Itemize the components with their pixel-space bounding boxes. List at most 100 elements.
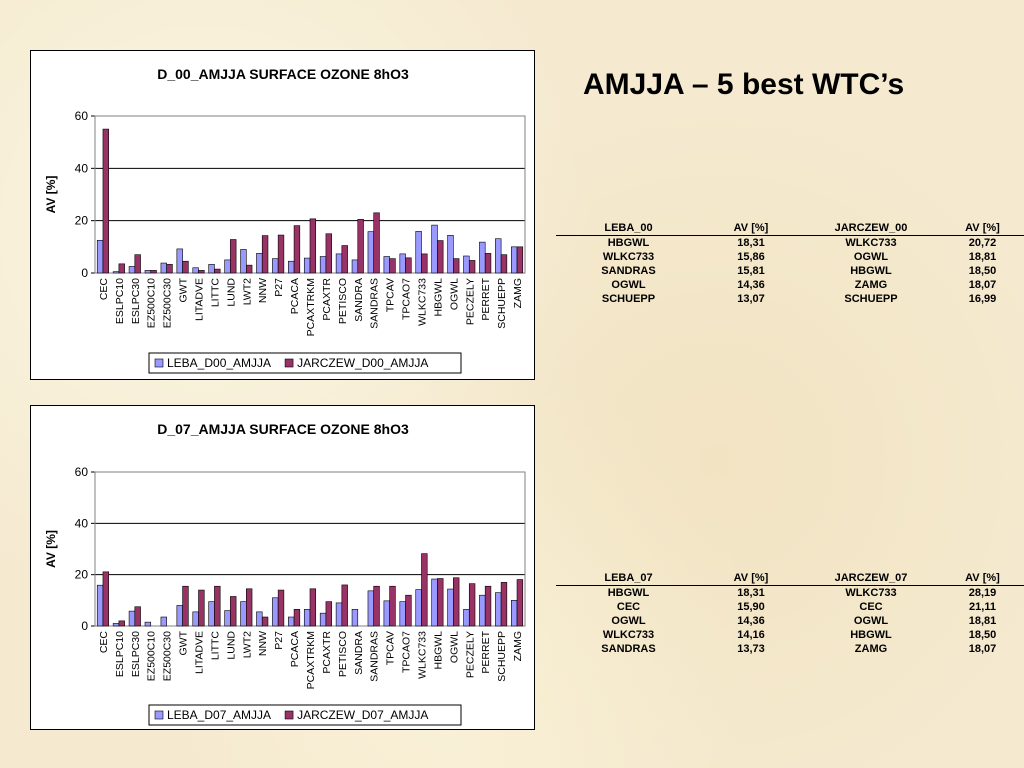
bar bbox=[431, 578, 438, 627]
y-tick-label: 40 bbox=[75, 161, 89, 175]
bar bbox=[245, 588, 253, 627]
bar bbox=[468, 260, 476, 274]
x-tick-label: P27 bbox=[273, 631, 285, 650]
bar bbox=[256, 253, 263, 274]
x-tick-label: LITTC bbox=[209, 631, 221, 661]
x-tick-label: ESLPC10 bbox=[114, 278, 126, 324]
bar bbox=[437, 578, 444, 627]
x-tick-label: HBGWL bbox=[432, 631, 444, 670]
bar bbox=[335, 253, 343, 274]
bar bbox=[341, 584, 348, 627]
table-cell: 28,19 bbox=[968, 587, 997, 599]
bar bbox=[479, 594, 486, 627]
bar bbox=[383, 256, 390, 274]
table-cell: HBGWL bbox=[850, 265, 892, 277]
legend-swatch bbox=[284, 358, 294, 368]
table-cell: 14,36 bbox=[737, 279, 765, 291]
table-row: SANDRAS 13,73 ZAMG 18,07 bbox=[556, 642, 1024, 656]
table-row: HBGWL 18,31 WLKC733 20,72 bbox=[556, 236, 1024, 251]
x-tick-label: TPCAV bbox=[385, 278, 397, 312]
x-tick-label: PCACA bbox=[289, 278, 301, 314]
bar bbox=[399, 253, 406, 274]
chart-title: D_00_AMJJA SURFACE OZONE 8hO3 bbox=[157, 66, 409, 82]
table-cell: OGWL bbox=[853, 615, 889, 627]
legend-swatch bbox=[284, 710, 294, 720]
bar bbox=[293, 609, 301, 627]
bar bbox=[198, 270, 205, 274]
table-cell: SANDRAS bbox=[601, 643, 656, 655]
bar bbox=[421, 553, 428, 627]
table-cell: HBGWL bbox=[850, 629, 892, 641]
y-tick-label: 20 bbox=[75, 568, 89, 582]
bar bbox=[277, 589, 285, 627]
bar bbox=[256, 611, 263, 627]
legend-label: JARCZEW_D00_AMJJA bbox=[297, 356, 428, 370]
x-tick-label: ZAMG bbox=[512, 631, 524, 661]
x-tick-label: SANDRA bbox=[353, 278, 365, 322]
bar bbox=[192, 611, 199, 627]
column-header: AV [%] bbox=[701, 222, 801, 236]
bar bbox=[96, 239, 104, 274]
table-header-row: LEBA_07 AV [%] JARCZEW_07 AV [%] bbox=[556, 572, 1024, 586]
bar bbox=[303, 257, 311, 274]
table-cell: CEC bbox=[859, 601, 883, 613]
bar bbox=[373, 212, 380, 274]
bar bbox=[351, 609, 359, 627]
bar bbox=[134, 606, 141, 627]
bar bbox=[447, 235, 454, 274]
y-axis-label: AV [%] bbox=[44, 530, 58, 568]
bar bbox=[479, 241, 486, 274]
x-tick-label: LUND bbox=[225, 278, 237, 307]
bar bbox=[495, 238, 502, 274]
bar bbox=[144, 270, 152, 274]
x-tick-label: HBGWL bbox=[432, 278, 444, 317]
bar bbox=[208, 264, 215, 274]
bar bbox=[516, 246, 524, 274]
table-cell: 18,50 bbox=[968, 629, 997, 641]
bar bbox=[309, 588, 317, 627]
chart-d00-amjja: D_00_AMJJA SURFACE OZONE 8hO3 0 20 40 60 AV [… bbox=[30, 50, 535, 380]
bar bbox=[431, 224, 438, 274]
bar bbox=[415, 231, 422, 274]
table-cell: ZAMG bbox=[854, 279, 888, 291]
legend-label: LEBA_D07_AMJJA bbox=[167, 708, 271, 722]
bar bbox=[144, 621, 152, 627]
bar bbox=[453, 258, 460, 274]
table-cell: WLKC733 bbox=[845, 587, 897, 599]
x-tick-label: SCHUEPP bbox=[496, 631, 508, 682]
table-cell: 13,73 bbox=[737, 643, 765, 655]
table-cell: 21,11 bbox=[969, 601, 996, 613]
bar bbox=[405, 594, 412, 627]
x-tick-label: PCAXTR bbox=[321, 631, 333, 674]
bar bbox=[309, 218, 317, 274]
table-row: OGWL 14,36 OGWL 18,81 bbox=[556, 614, 1024, 628]
table-cell: 13,07 bbox=[737, 293, 765, 305]
column-header: LEBA_00 bbox=[556, 222, 701, 236]
bar bbox=[351, 259, 359, 274]
bar bbox=[245, 264, 253, 274]
bar bbox=[335, 602, 343, 627]
bar bbox=[224, 259, 231, 274]
y-tick-label: 0 bbox=[81, 619, 88, 633]
table-row: WLKC733 14,16 HBGWL 18,50 bbox=[556, 628, 1024, 642]
table-cell: WLKC733 bbox=[845, 237, 897, 249]
bar bbox=[325, 233, 332, 274]
bar bbox=[261, 616, 269, 627]
bar bbox=[240, 601, 247, 627]
table-cell: 18,81 bbox=[968, 251, 997, 263]
bar bbox=[468, 583, 476, 627]
x-tick-label: PERRET bbox=[480, 630, 492, 673]
chart-d07-amjja: D_07_AMJJA SURFACE OZONE 8hO3 0 20 40 60 AV [… bbox=[30, 405, 535, 730]
x-tick-label: NNW bbox=[257, 631, 269, 656]
bar bbox=[303, 609, 311, 627]
x-tick-label: ESLPC10 bbox=[114, 631, 126, 677]
x-tick-label: LITADVE bbox=[194, 631, 206, 674]
bar bbox=[516, 579, 524, 627]
x-tick-label: EZ500C30 bbox=[162, 631, 174, 681]
bar bbox=[214, 585, 221, 627]
bar bbox=[447, 588, 454, 627]
bar bbox=[176, 248, 183, 274]
table-cell: 18,81 bbox=[968, 615, 997, 627]
bar bbox=[128, 266, 136, 274]
ranking-table-d07: LEBA_07 AV [%] JARCZEW_07 AV [%] HBGWL 18… bbox=[556, 572, 1024, 656]
